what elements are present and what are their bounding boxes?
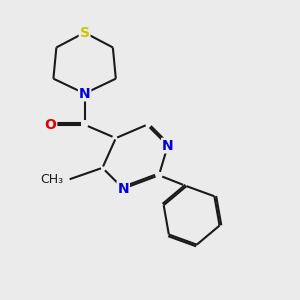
Text: N: N	[117, 182, 129, 196]
Text: S: S	[80, 26, 90, 40]
Text: N: N	[79, 86, 90, 100]
Text: CH₃: CH₃	[41, 173, 64, 186]
Text: N: N	[162, 139, 174, 152]
Text: O: O	[44, 118, 56, 132]
